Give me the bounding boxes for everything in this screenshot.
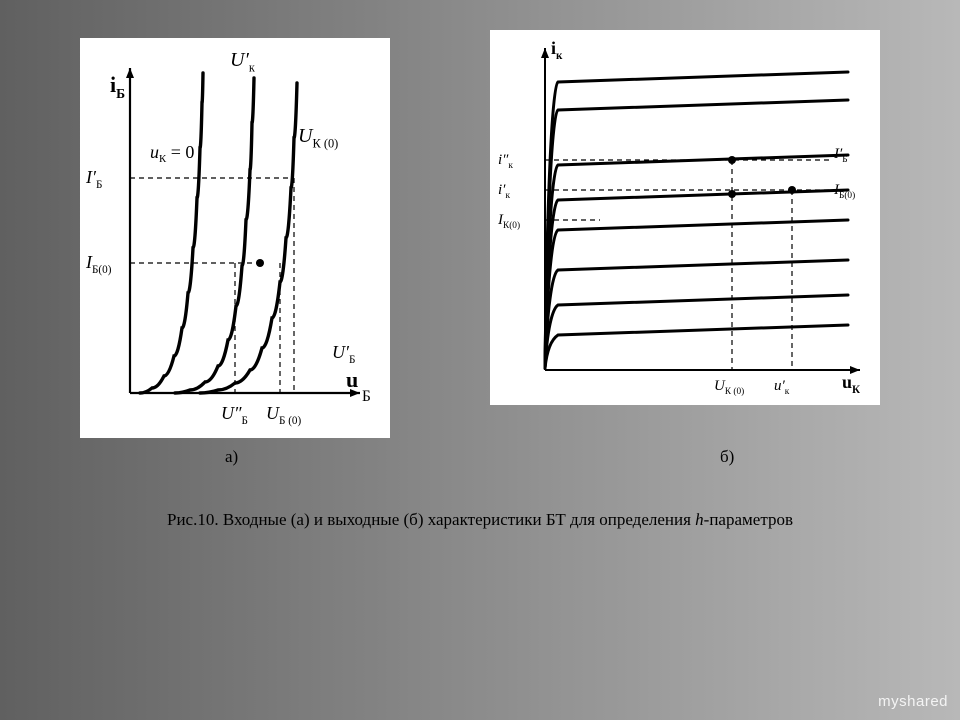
svg-text:IБ(0): IБ(0) bbox=[85, 252, 112, 276]
svg-text:IК(0): IК(0) bbox=[497, 212, 520, 231]
svg-text:U′Б: U′Б bbox=[332, 342, 355, 366]
caption-italic: h bbox=[695, 510, 704, 529]
svg-text:iБ: iБ bbox=[110, 72, 125, 101]
svg-text:uК: uК bbox=[842, 372, 860, 396]
svg-text:U′к: U′к bbox=[230, 49, 256, 75]
chart-a-svg: iБ uБ U′к UК (0) uК = 0 I′Б IБ(0) U″Б UБ (0) U′Б bbox=[80, 38, 390, 438]
svg-text:UК (0): UК (0) bbox=[298, 125, 338, 151]
svg-text:I′Б: I′Б bbox=[833, 146, 848, 165]
sublabel-a: а) bbox=[225, 447, 238, 467]
sublabel-b: б) bbox=[720, 447, 734, 467]
watermark: myshared bbox=[878, 693, 948, 710]
svg-text:U″Б: U″Б bbox=[221, 403, 248, 427]
figure-caption: Рис.10. Входные (а) и выходные (б) харак… bbox=[0, 510, 960, 530]
svg-text:u: u bbox=[346, 367, 358, 392]
caption-prefix: Рис.10. Входные (а) и выходные (б) харак… bbox=[167, 510, 695, 529]
svg-text:IБ(0): IБ(0) bbox=[833, 182, 855, 201]
svg-text:Б: Б bbox=[362, 388, 371, 405]
svg-text:UК (0): UК (0) bbox=[714, 378, 744, 397]
svg-text:I′Б: I′Б bbox=[85, 167, 102, 191]
svg-text:u′к: u′к bbox=[774, 378, 790, 397]
svg-text:iк: iк bbox=[551, 38, 563, 62]
output-characteristics-chart: iк uК i″к i′к IК(0) I′Б IБ(0) UК (0) u′к bbox=[490, 30, 880, 405]
svg-text:UБ (0): UБ (0) bbox=[266, 403, 301, 427]
svg-text:i″к: i″к bbox=[498, 152, 513, 171]
svg-text:i′к: i′к bbox=[498, 182, 510, 201]
caption-suffix: -параметров bbox=[704, 510, 793, 529]
svg-text:uК = 0: uК = 0 bbox=[150, 142, 194, 165]
input-characteristics-chart: iБ uБ U′к UК (0) uК = 0 I′Б IБ(0) U″Б UБ (0) U′Б bbox=[80, 38, 390, 438]
chart-b-svg: iк uК i″к i′к IК(0) I′Б IБ(0) UК (0) u′к bbox=[490, 30, 880, 405]
